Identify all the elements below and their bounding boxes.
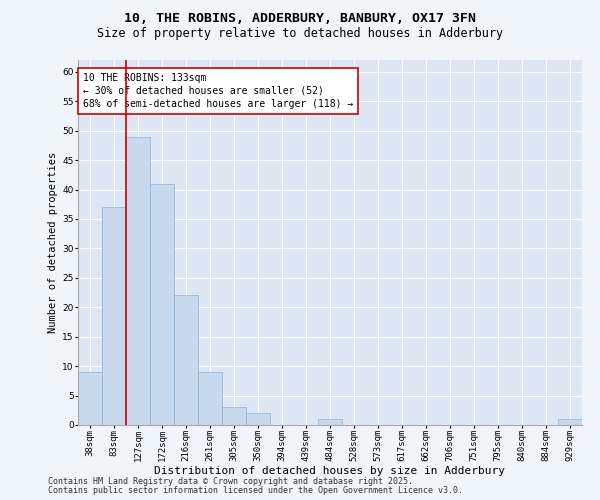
Text: Contains public sector information licensed under the Open Government Licence v3: Contains public sector information licen… <box>48 486 463 495</box>
Bar <box>222 408 246 425</box>
Y-axis label: Number of detached properties: Number of detached properties <box>48 152 58 333</box>
Bar <box>102 207 126 425</box>
Bar <box>150 184 174 425</box>
X-axis label: Distribution of detached houses by size in Adderbury: Distribution of detached houses by size … <box>155 466 505 475</box>
Bar <box>318 419 342 425</box>
Bar <box>198 372 222 425</box>
Bar <box>558 419 582 425</box>
Text: Size of property relative to detached houses in Adderbury: Size of property relative to detached ho… <box>97 28 503 40</box>
Text: Contains HM Land Registry data © Crown copyright and database right 2025.: Contains HM Land Registry data © Crown c… <box>48 477 413 486</box>
Text: 10, THE ROBINS, ADDERBURY, BANBURY, OX17 3FN: 10, THE ROBINS, ADDERBURY, BANBURY, OX17… <box>124 12 476 26</box>
Bar <box>174 296 198 425</box>
Bar <box>246 413 270 425</box>
Bar <box>78 372 102 425</box>
Bar <box>126 136 150 425</box>
Text: 10 THE ROBINS: 133sqm
← 30% of detached houses are smaller (52)
68% of semi-deta: 10 THE ROBINS: 133sqm ← 30% of detached … <box>83 73 353 109</box>
